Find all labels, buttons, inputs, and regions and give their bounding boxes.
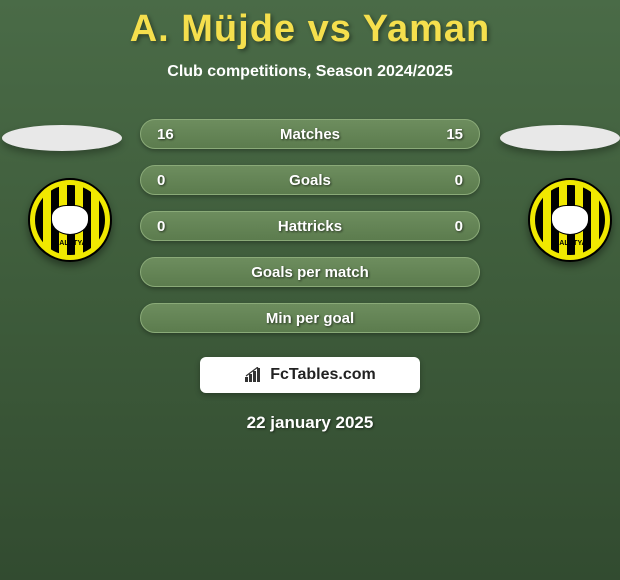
club-badge-right-inner: MALATYA [535, 185, 605, 255]
stat-hattricks-left: 0 [157, 218, 181, 235]
branding-badge[interactable]: FcTables.com [200, 357, 420, 393]
club-badge-right-text: MALATYA [535, 240, 605, 247]
stat-row-hattricks: 0 Hattricks 0 [140, 211, 480, 241]
date-label: 22 january 2025 [0, 413, 620, 433]
club-badge-right-center [551, 205, 589, 235]
stat-matches-right: 15 [439, 126, 463, 143]
stat-mpg-label: Min per goal [266, 310, 354, 327]
club-badge-right: MALATYA [528, 178, 612, 262]
player-right-silhouette [500, 125, 620, 151]
stat-gpm-label: Goals per match [251, 264, 369, 281]
player-left-silhouette [2, 125, 122, 151]
club-badge-left-inner: MALATYA [35, 185, 105, 255]
page-title: A. Müjde vs Yaman [0, 0, 620, 51]
club-badge-left-center [51, 205, 89, 235]
stat-matches-label: Matches [280, 126, 340, 143]
stat-goals-label: Goals [289, 172, 331, 189]
stat-hattricks-label: Hattricks [278, 218, 342, 235]
chart-icon [244, 367, 264, 383]
club-badge-left-text: MALATYA [35, 240, 105, 247]
stat-goals-left: 0 [157, 172, 181, 189]
stat-hattricks-right: 0 [439, 218, 463, 235]
stat-row-matches: 16 Matches 15 [140, 119, 480, 149]
stats-container: 16 Matches 15 0 Goals 0 0 Hattricks 0 Go… [140, 119, 480, 333]
subtitle: Club competitions, Season 2024/2025 [0, 63, 620, 81]
stat-row-goals-per-match: Goals per match [140, 257, 480, 287]
stat-row-min-per-goal: Min per goal [140, 303, 480, 333]
stat-goals-right: 0 [439, 172, 463, 189]
stat-row-goals: 0 Goals 0 [140, 165, 480, 195]
stat-matches-left: 16 [157, 126, 181, 143]
club-badge-left: MALATYA [28, 178, 112, 262]
branding-text: FcTables.com [270, 366, 376, 384]
